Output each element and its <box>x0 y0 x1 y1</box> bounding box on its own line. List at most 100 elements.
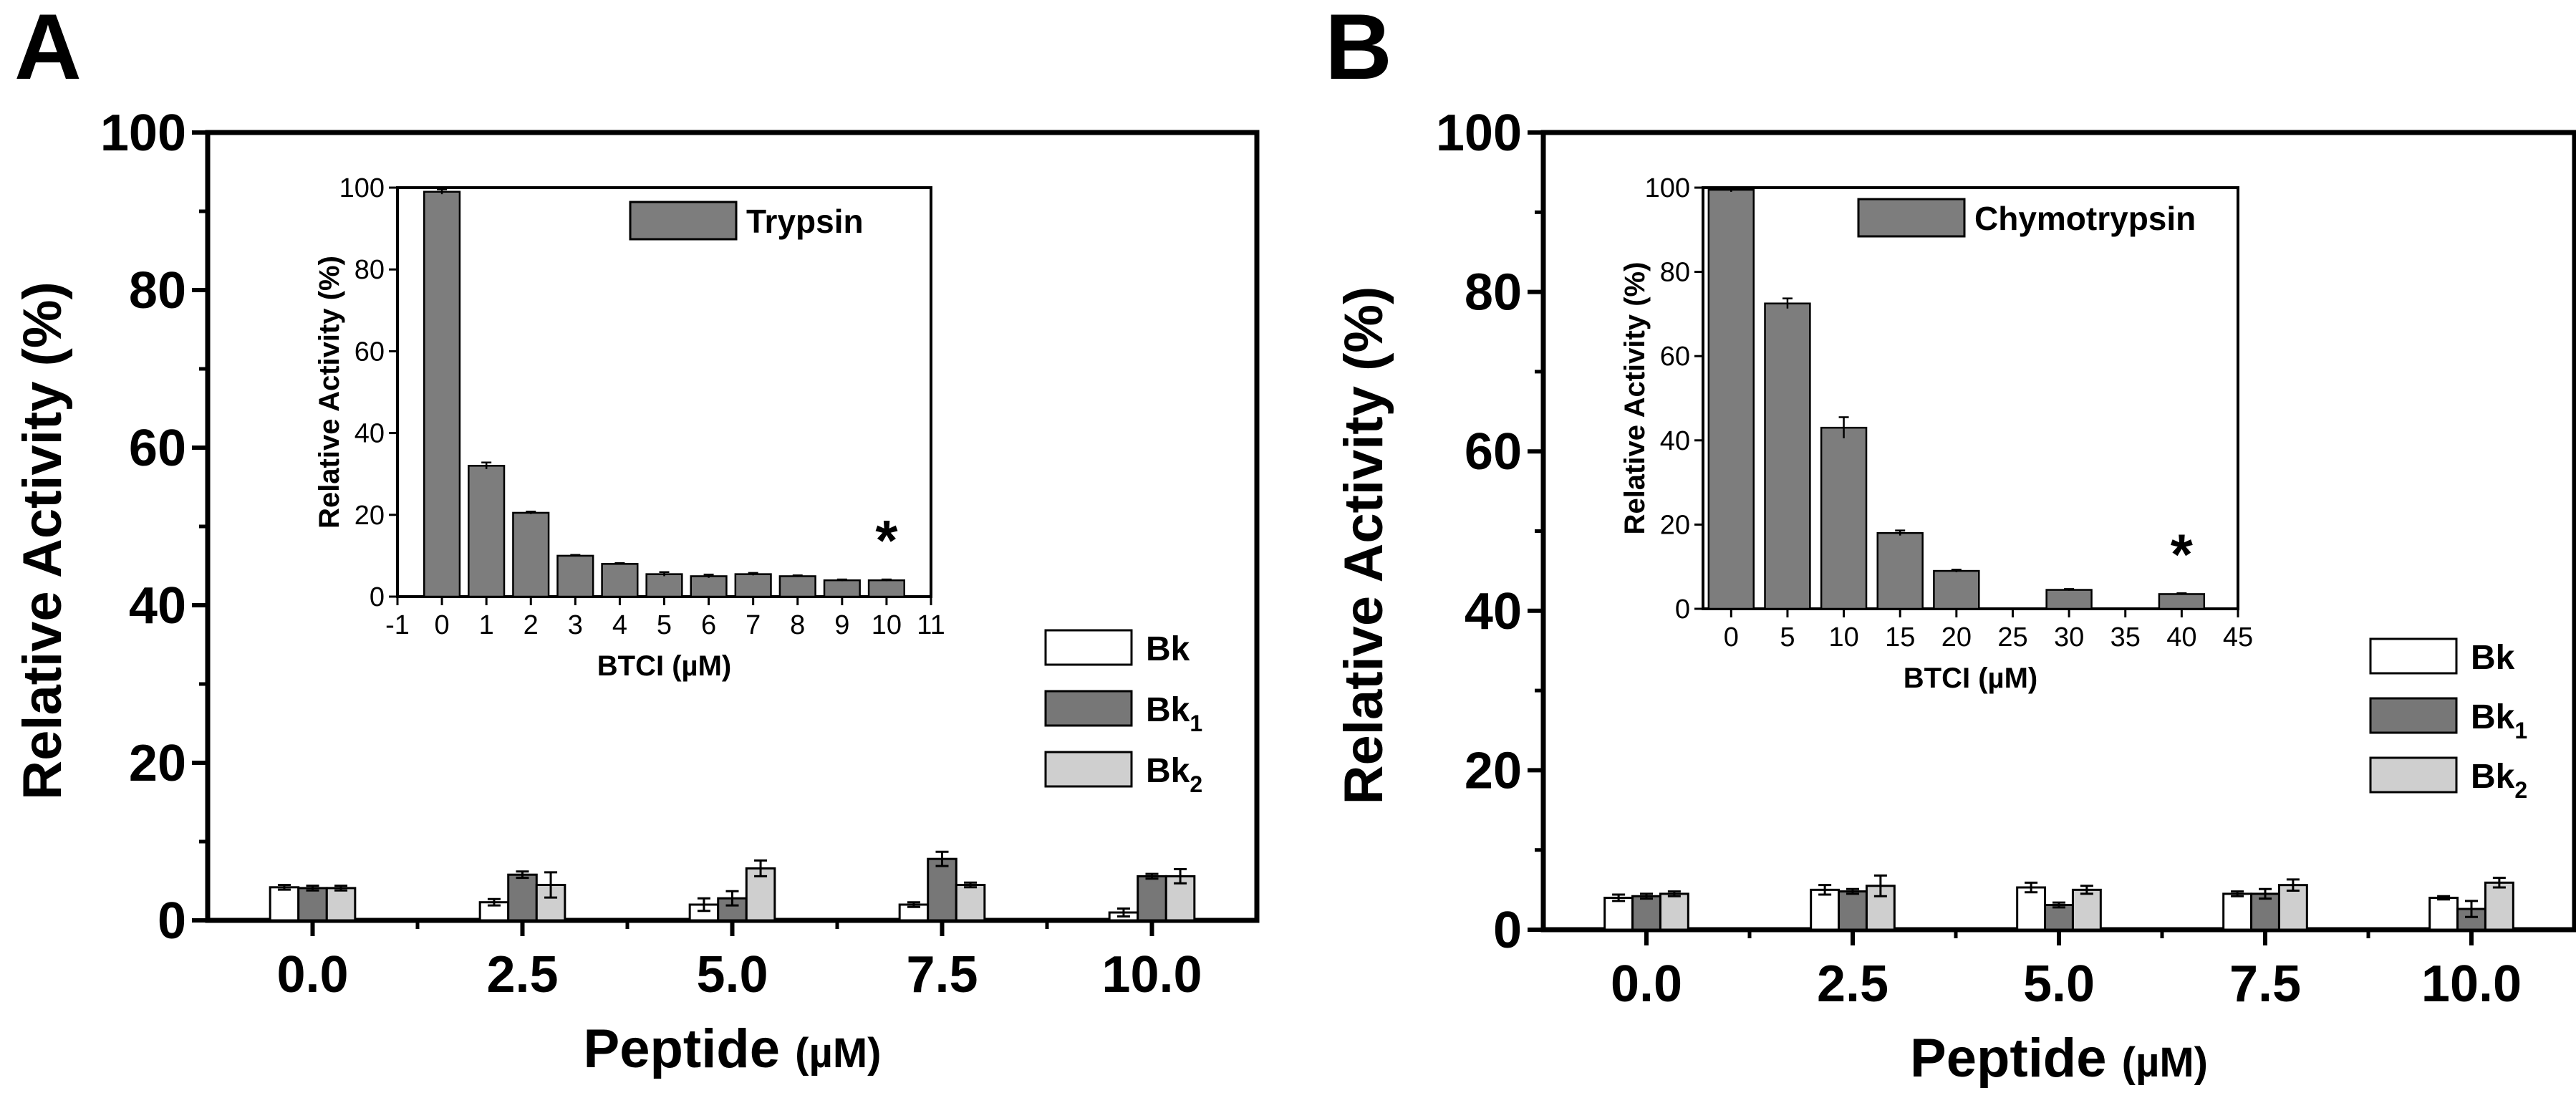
inset-y-tick-label: 80 <box>354 255 385 285</box>
inset-x-tick-label: -1 <box>385 610 410 640</box>
inset-y-axis-label: Relative Activity (%) <box>1619 262 1651 535</box>
y-tick-label: 60 <box>1465 423 1522 481</box>
inset-bar <box>423 191 461 598</box>
inset-x-tick-label: 6 <box>701 610 716 640</box>
inset-bar <box>468 465 506 598</box>
bar-bk <box>1603 896 1634 931</box>
x-axis-label: Peptide (µM) <box>1910 1028 2208 1089</box>
legend-label: Bk2 <box>2471 758 2527 803</box>
y-tick-label: 100 <box>1436 105 1522 162</box>
x-tick-label: 7.5 <box>2229 955 2301 1013</box>
inset-x-axis-label: BTCI (µM) <box>597 650 731 682</box>
y-tick-label: 20 <box>1465 742 1522 799</box>
inset-bar <box>1707 188 1755 610</box>
legend-label-base: Bk <box>2471 639 2515 677</box>
y-tick-label: 80 <box>1465 264 1522 322</box>
bar-bk2 <box>325 887 357 922</box>
legend-label-base: Bk <box>1146 752 1190 790</box>
inset-x-axis-label: BTCI (µM) <box>1904 663 2037 694</box>
inset-y-tick-label: 40 <box>1660 426 1690 456</box>
inset-x-tick-label: 40 <box>2166 622 2196 652</box>
legend-label: Bk <box>1146 630 1190 668</box>
bar-bk1 <box>1631 895 1661 931</box>
inset-y-tick-label: 100 <box>1645 173 1690 203</box>
panel-letter: B <box>1325 0 1392 99</box>
inset-x-tick-label: 11 <box>917 610 945 640</box>
bar-bk1 <box>507 873 538 922</box>
x-tick-label: 2.5 <box>486 946 558 1003</box>
y-tick-label: 40 <box>1465 583 1522 640</box>
inset-bar <box>690 575 728 598</box>
legend-label-base: Bk <box>2471 698 2515 736</box>
legend-label-base: Bk <box>1146 691 1190 729</box>
legend-label: Bk1 <box>2471 698 2527 743</box>
x-tick-label: 7.5 <box>906 946 978 1003</box>
legend-swatch-bk <box>2369 637 2458 675</box>
inset-legend-swatch <box>1857 198 1966 238</box>
inset-x-tick-label: 30 <box>2054 622 2084 652</box>
y-tick-label: 20 <box>129 735 186 792</box>
x-axis-unit: (µM) <box>2122 1039 2208 1086</box>
y-tick-label: 40 <box>129 577 186 635</box>
inset-y-tick-label: 20 <box>354 501 385 531</box>
inset-x-tick-label: 10 <box>872 610 902 640</box>
x-tick-label: 2.5 <box>1817 955 1888 1013</box>
x-tick-label: 5.0 <box>2023 955 2095 1013</box>
x-axis-unit: (µM) <box>795 1030 881 1077</box>
y-tick-label: 60 <box>129 420 186 477</box>
inset-y-tick-label: 100 <box>339 173 385 203</box>
x-tick-label: 5.0 <box>696 946 768 1003</box>
inset-y-tick-label: 0 <box>370 582 385 612</box>
inset-bar <box>1876 531 1924 610</box>
legend-label: Bk <box>2471 639 2515 677</box>
legend-label-subscript: 1 <box>1190 711 1202 736</box>
x-tick-label: 10.0 <box>1101 946 1202 1003</box>
plot-frame <box>1540 130 2576 933</box>
inset-x-tick-label: 5 <box>1780 622 1795 652</box>
y-tick-label: 80 <box>129 262 186 319</box>
legend-swatch-bk1 <box>2369 697 2458 734</box>
inset-x-tick-label: 20 <box>1941 622 1972 652</box>
inset-y-tick-label: 60 <box>1660 342 1690 372</box>
legend-label-base: Bk <box>1146 630 1190 668</box>
bar-bk <box>2016 886 2047 931</box>
legend-swatch-bk2 <box>2369 756 2458 794</box>
inset-bar <box>645 573 683 598</box>
y-axis-label: Relative Activity (%) <box>1333 286 1394 805</box>
inset-x-tick-label: 45 <box>2223 622 2253 652</box>
inset-bar <box>1820 426 1868 610</box>
inset-bar <box>734 573 772 598</box>
inset-x-tick-label: 0 <box>435 610 450 640</box>
legend-swatch-bk <box>1044 629 1133 666</box>
bar-bk1 <box>2044 903 2074 931</box>
y-axis-label: Relative Activity (%) <box>12 281 73 800</box>
inset-bar <box>778 575 816 598</box>
x-axis-label: Peptide (µM) <box>584 1018 882 1079</box>
inset-x-tick-label: 9 <box>834 610 849 640</box>
bar-bk <box>1810 888 1841 931</box>
inset-x-tick-label: 15 <box>1885 622 1915 652</box>
inset-x-tick-label: 1 <box>479 610 494 640</box>
inset-x-tick-label: 5 <box>657 610 672 640</box>
inset-chart: 0 20 40 60 80 100 0 5 10 15 20 25 30 35 40 45 * Chymotryp… <box>1619 173 2253 694</box>
inset-x-tick-label: 4 <box>612 610 627 640</box>
legend-label-subscript: 2 <box>1190 771 1202 797</box>
bar-bk1 <box>1838 890 1868 931</box>
panel-b: B 0 20 40 60 80 100 Relative Activity (%) 0.0 2.5… <box>1325 0 2576 1089</box>
bar-bk2 <box>2484 881 2514 931</box>
legend-label-base: Bk <box>2471 758 2515 796</box>
x-tick-label: 0.0 <box>1611 955 1682 1013</box>
inset-bar <box>2045 589 2093 610</box>
bar-bk1 <box>927 857 957 922</box>
bar-bk <box>2222 892 2253 931</box>
bar-bk2 <box>2277 884 2308 931</box>
bar-bk2 <box>1659 892 1689 931</box>
inset-bar <box>2158 593 2206 610</box>
x-tick-label: 0.0 <box>276 946 348 1003</box>
inset-y-tick-label: 40 <box>354 419 385 449</box>
y-tick-label: 0 <box>1493 902 1522 959</box>
x-axis-label-text: Peptide <box>1910 1028 2122 1089</box>
bar-bk2 <box>2071 888 2102 931</box>
